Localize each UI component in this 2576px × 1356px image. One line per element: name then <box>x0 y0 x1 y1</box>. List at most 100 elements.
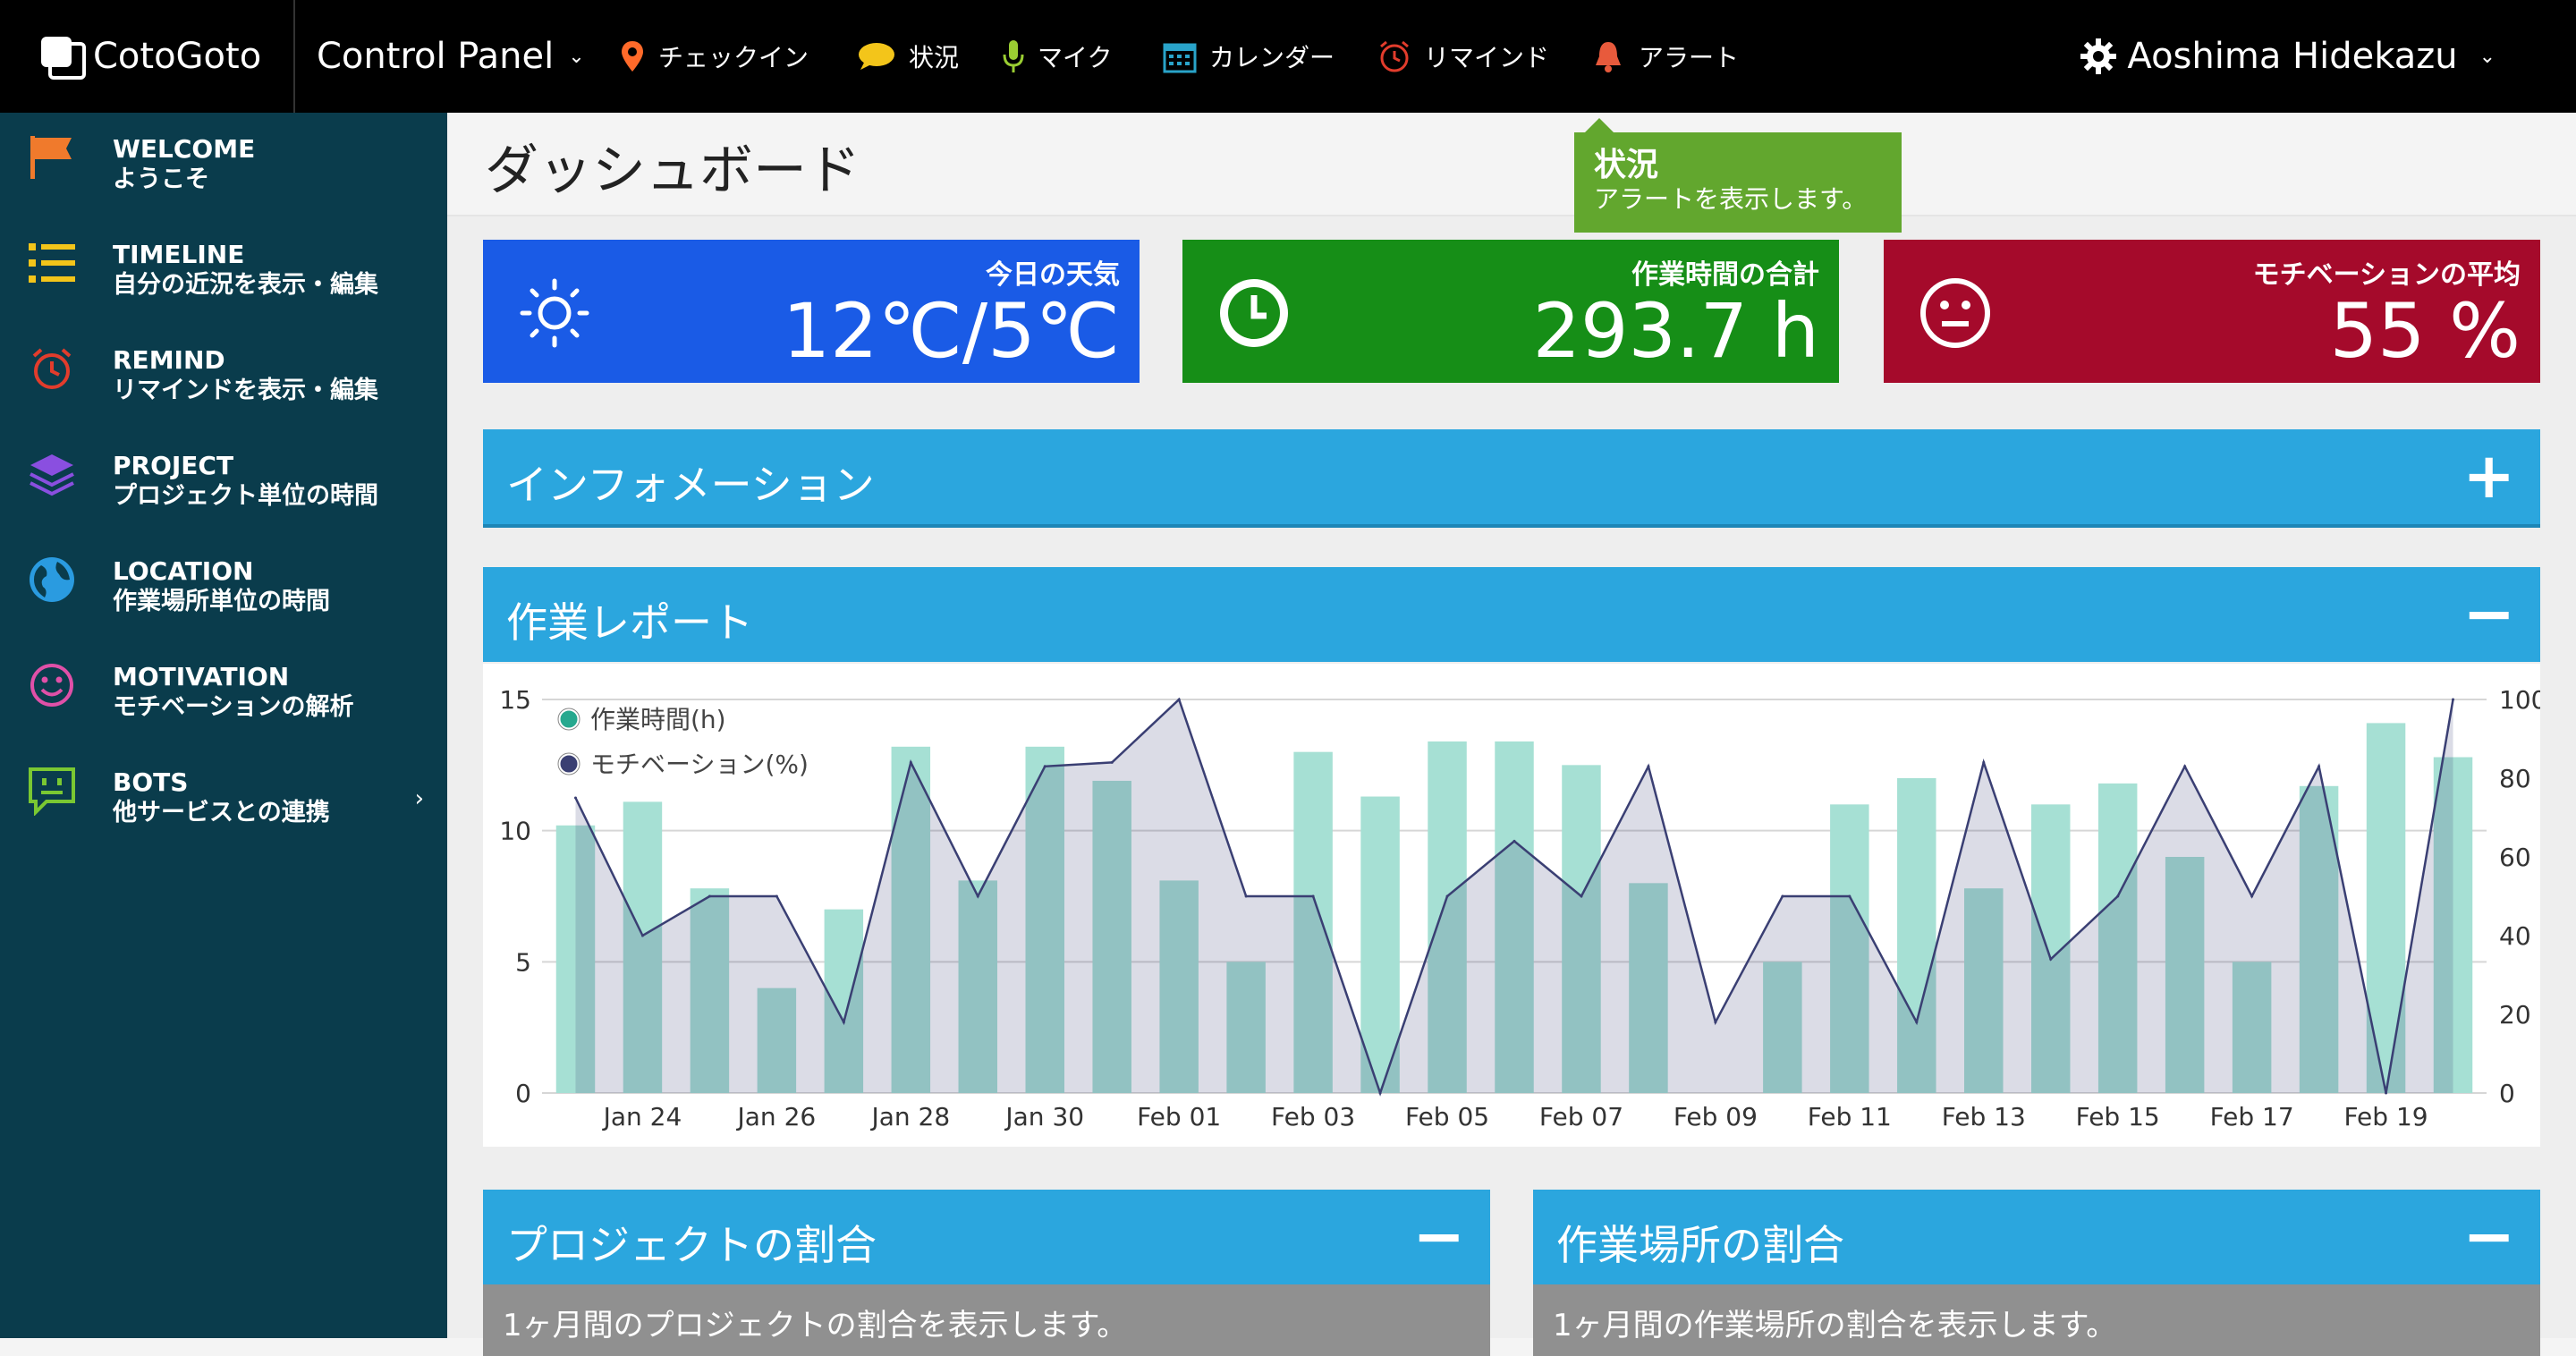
sidebar-item-remind[interactable]: REMIND リマインドを表示・編集 <box>0 324 447 429</box>
sidebar-item-motivation[interactable]: MOTIVATION モチベーションの解析 <box>0 640 447 746</box>
motivation-point <box>1513 839 1516 843</box>
y-right-tick-label: 20 <box>2499 1000 2531 1030</box>
sidebar-item-timeline[interactable]: TIMELINE 自分の近況を表示・編集 <box>0 218 447 324</box>
collapse-minus-icon[interactable]: − <box>1412 1199 1465 1273</box>
sidebar-item-location[interactable]: LOCATION 作業場所単位の時間 <box>0 535 447 640</box>
nav-calendar[interactable]: カレンダー <box>1163 27 1335 86</box>
bar-work-hours <box>1629 883 1668 1093</box>
bar-work-hours <box>1830 804 1869 1093</box>
alarm-clock-icon <box>25 342 79 395</box>
motivation-point <box>640 934 644 937</box>
title-divider <box>447 215 2576 216</box>
y-right-tick-label: 100 <box>2499 685 2540 715</box>
y-right-tick-label: 40 <box>2499 921 2531 951</box>
x-tick-label: Jan 26 <box>736 1102 817 1131</box>
work-report-chart: 0 5 10 15 0 20 40 60 80 100 Jan 24 Jan 26 Jan 28 Jan … <box>483 664 2546 1147</box>
map-pin-icon <box>622 41 643 72</box>
list-icon <box>25 236 79 290</box>
bar-work-hours <box>2165 857 2205 1093</box>
motivation-value: 55 % <box>2329 287 2521 375</box>
brand-name: CotoGoto <box>93 36 262 77</box>
gear-icon <box>2080 38 2117 74</box>
motivation-area <box>575 699 2453 1093</box>
nav-checkin[interactable]: チェックイン <box>619 27 809 86</box>
chevron-right-icon: › <box>414 785 424 812</box>
motivation-point <box>1445 894 1449 898</box>
motivation-point <box>775 894 778 898</box>
y-left-tick-label: 0 <box>515 1079 531 1108</box>
layers-icon <box>25 447 79 501</box>
sidebar-item-title: BOTS <box>113 767 189 797</box>
nav-alert-label: アラート <box>1639 43 1740 72</box>
x-tick-label: Feb 09 <box>1674 1102 1758 1131</box>
collapse-minus-icon[interactable]: − <box>2462 577 2515 650</box>
motivation-point <box>2318 765 2321 768</box>
tooltip-title: 状況 <box>1594 147 1659 183</box>
motivation-point <box>1982 760 1986 764</box>
bar-work-hours <box>824 909 864 1093</box>
sidebar: WELCOME ようこそ TIMELINE 自分の近況を表示・編集 REMIND リマ… <box>0 113 447 1338</box>
project-ratio-description: 1ヶ月間のプロジェクトの割合を表示します。 <box>483 1284 1490 1356</box>
weather-value: 12℃/5℃ <box>782 287 1120 375</box>
calendar-icon <box>1163 43 1197 73</box>
bar-work-hours <box>1226 962 1266 1093</box>
work-report-panel-header[interactable]: 作業レポート − <box>483 567 2540 662</box>
motivation-point <box>1781 894 1784 898</box>
collapse-minus-icon[interactable]: − <box>2462 1199 2515 1273</box>
x-tick-label: Jan 24 <box>602 1102 682 1131</box>
user-menu[interactable]: Aoshima Hidekazu ⌄ <box>2079 27 2496 86</box>
x-tick-label: Jan 28 <box>869 1102 950 1131</box>
alarm-clock-icon <box>1380 40 1409 72</box>
sidebar-item-bots[interactable]: BOTS 他サービスとの連携 › <box>0 746 447 852</box>
y-right-tick-label: 60 <box>2499 843 2531 872</box>
sidebar-item-title: PROJECT <box>113 451 234 480</box>
bar-work-hours <box>2030 804 2071 1093</box>
motivation-point <box>1110 760 1114 764</box>
bar-work-hours <box>1092 780 1131 1093</box>
x-tick-label: Jan 30 <box>1004 1102 1084 1131</box>
motivation-point <box>573 796 577 800</box>
nav-status[interactable]: 状況 <box>857 27 959 86</box>
legend-marker-ring <box>557 752 580 775</box>
location-ratio-panel-header[interactable]: 作業場所の割合 − <box>1533 1190 2540 1284</box>
expand-plus-icon[interactable]: + <box>2462 439 2515 513</box>
nav-mic[interactable]: マイク <box>1002 27 1112 86</box>
chat-bot-icon <box>25 764 79 818</box>
motivation-point <box>2250 894 2254 898</box>
bar-work-hours <box>1293 751 1333 1093</box>
work-time-value: 293.7 h <box>1532 287 1819 375</box>
neutral-face-icon <box>1920 278 1990 348</box>
y-right-tick-label: 0 <box>2499 1079 2515 1108</box>
brand-link[interactable]: CotoGoto <box>41 27 261 86</box>
control-panel-dropdown[interactable]: Control Panel ⌄ <box>317 27 585 86</box>
tooltip-body: アラートを表示します。 <box>1594 184 1868 214</box>
bar-work-hours <box>1763 962 1802 1093</box>
bar-work-hours <box>2232 962 2272 1093</box>
project-ratio-panel-header[interactable]: プロジェクトの割合 − <box>483 1190 1490 1284</box>
bar-work-hours <box>1428 741 1467 1093</box>
information-panel-title: インフォメーション <box>506 461 875 509</box>
nav-remind[interactable]: リマインド <box>1377 27 1549 86</box>
x-tick-label: Feb 11 <box>1808 1102 1892 1131</box>
bar-work-hours <box>690 888 730 1093</box>
x-tick-label: Feb 05 <box>1405 1102 1489 1131</box>
sidebar-item-welcome[interactable]: WELCOME ようこそ <box>0 113 447 218</box>
sidebar-item-title: WELCOME <box>113 134 256 164</box>
status-tooltip: 状況 アラートを表示します。 <box>1574 118 1902 233</box>
legend-label: 作業時間(h) <box>590 705 726 734</box>
sidebar-item-project[interactable]: PROJECT プロジェクト単位の時間 <box>0 429 447 535</box>
information-panel-header[interactable]: インフォメーション + <box>483 429 2540 524</box>
nav-alert[interactable]: アラート <box>1590 27 1739 86</box>
chevron-down-icon: ⌄ <box>568 45 585 68</box>
motivation-point <box>1311 894 1315 898</box>
bar-work-hours <box>1495 741 1534 1093</box>
work-report-chart-svg: 0 5 10 15 0 20 40 60 80 100 Jan 24 Jan 26 Jan 28 Jan … <box>499 685 2546 1131</box>
motivation-point <box>1580 894 1583 898</box>
bar-work-hours <box>1964 888 2004 1093</box>
microphone-icon <box>1003 40 1024 72</box>
legend-marker-ring <box>557 708 580 731</box>
sidebar-item-title: REMIND <box>113 345 225 375</box>
motivation-point <box>2116 894 2120 898</box>
sidebar-item-subtitle: プロジェクト単位の時間 <box>113 482 378 510</box>
navbar-divider <box>293 0 295 113</box>
